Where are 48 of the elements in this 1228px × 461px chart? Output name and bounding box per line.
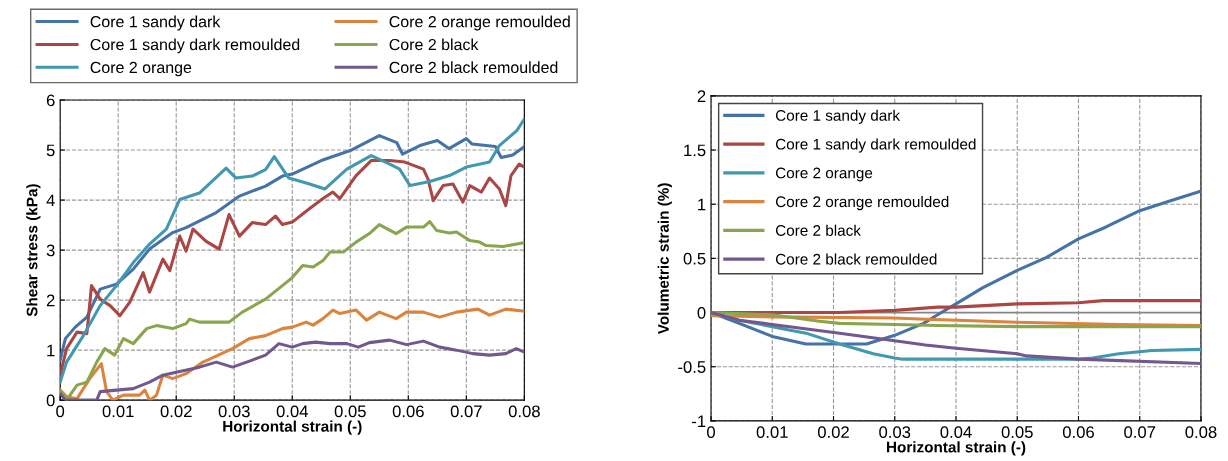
y-tick-label: 1: [47, 344, 55, 357]
legend-label: Core 2 orange: [90, 61, 192, 77]
legend-label: Core 2 orange remoulded: [775, 195, 949, 211]
x-tick-label: 0.03: [879, 426, 911, 438]
legend-label: Core 2 black: [389, 38, 479, 51]
legend-label: Core 2 orange: [775, 167, 873, 182]
x-tick-label: 0.07: [450, 405, 482, 418]
y-tick-label: 1.5: [684, 144, 706, 157]
x-axis-title: Horizontal strain (-): [887, 441, 1026, 456]
x-tick-label: 0.08: [508, 405, 540, 418]
legend-label: Core 1 sandy dark: [775, 109, 901, 124]
x-tick-label: 0.05: [1001, 426, 1033, 438]
x-tick-label: 0.07: [1124, 426, 1156, 438]
x-tick-label: 0.01: [102, 405, 134, 418]
x-tick-label: 0: [707, 426, 715, 438]
y-tick-label: 2: [697, 90, 706, 102]
y-axis-title: Shear stress (kPa): [26, 184, 41, 317]
x-tick-label: 0.01: [756, 426, 788, 438]
x-tick-label: 0.06: [392, 405, 424, 418]
y-tick-label: 4: [46, 194, 55, 207]
x-tick-label: 0.04: [276, 405, 308, 418]
legend-label: Core 1 sandy dark remoulded: [90, 38, 300, 54]
y-tick-label: 6: [46, 94, 55, 107]
legend-label: Core 2 black: [775, 224, 861, 236]
legend-label: Core 2 black remoulded: [389, 61, 558, 74]
y-tick-label: 5: [46, 144, 55, 157]
y-tick-label: 0.5: [683, 252, 706, 265]
y-tick-label: -1: [692, 415, 706, 427]
x-tick-label: 0.02: [160, 405, 192, 418]
y-tick-label: 3: [46, 244, 55, 257]
y-tick-label: 0: [46, 394, 55, 407]
x-tick-label: 0.05: [334, 405, 366, 418]
x-tick-label: 0.03: [218, 405, 250, 418]
x-tick-label: 0: [56, 405, 65, 418]
y-axis-title: Volumetric strain (%): [657, 183, 672, 335]
y-tick-label: 2: [46, 294, 55, 307]
y-tick-label: 1: [698, 198, 706, 211]
x-tick-label: 0.06: [1062, 426, 1094, 438]
legend-label: Core 2 orange remoulded: [389, 15, 570, 31]
x-tick-label: 0.08: [1185, 426, 1217, 438]
legend-label: Core 2 black remoulded: [775, 253, 937, 265]
x-tick-label: 0.04: [940, 426, 972, 438]
legend-label: Core 1 sandy dark remoulded: [775, 138, 976, 153]
legend-label: Core 1 sandy dark: [90, 15, 221, 31]
y-tick-label: 0: [697, 306, 706, 319]
x-axis-title: Horizontal strain (-): [223, 420, 362, 435]
x-tick-label: 0.02: [817, 426, 849, 438]
y-tick-label: -0.5: [678, 361, 706, 373]
